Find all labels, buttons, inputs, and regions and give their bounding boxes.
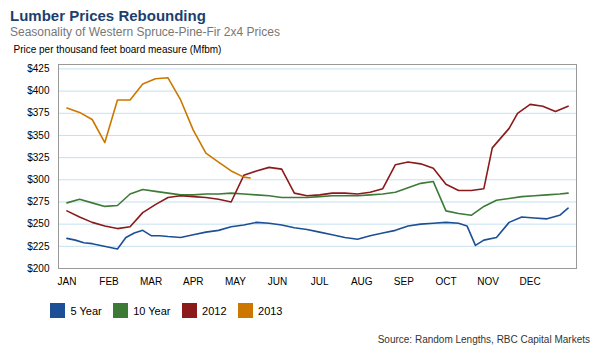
svg-text:NOV: NOV	[477, 276, 499, 287]
svg-text:$300: $300	[27, 174, 50, 185]
svg-text:OCT: OCT	[435, 276, 456, 287]
svg-text:$400: $400	[27, 85, 50, 96]
svg-text:DEC: DEC	[520, 276, 541, 287]
html-text:Source: Random Lengths, RBC Ca: Source: Random Lengths, RBC Capital Mark…	[377, 333, 590, 345]
svg-text:$425: $425	[27, 63, 50, 74]
svg-text:$225: $225	[27, 241, 50, 252]
svg-text:SEP: SEP	[394, 276, 414, 287]
svg-text:$250: $250	[27, 218, 50, 229]
html-text:5 Year: 5 Year	[70, 304, 102, 317]
html-text:10 Year: 10 Year	[133, 304, 171, 317]
svg-text:$375: $375	[27, 107, 50, 118]
svg-text:FEB: FEB	[99, 276, 119, 287]
svg-text:$325: $325	[27, 152, 50, 163]
svg-text:MAR: MAR	[140, 276, 162, 287]
html-text:Lumber Prices Rebounding: Lumber Prices Rebounding	[10, 7, 206, 24]
svg-text:AUG: AUG	[351, 276, 373, 287]
svg-text:JUN: JUN	[268, 276, 287, 287]
svg-text:$350: $350	[27, 130, 50, 141]
svg-text:Price per thousand feet board: Price per thousand feet board measure (M…	[14, 44, 222, 55]
html-text:Seasonality of Western Spruce-: Seasonality of Western Spruce-Pine-Fir 2…	[10, 25, 280, 39]
svg-text:JUL: JUL	[311, 276, 329, 287]
svg-text:$275: $275	[27, 196, 50, 207]
svg-text:JAN: JAN	[57, 276, 76, 287]
svg-text:MAY: MAY	[225, 276, 246, 287]
html-text:2013: 2013	[258, 304, 283, 317]
html-text:2012: 2012	[202, 304, 227, 317]
svg-text:$200: $200	[27, 263, 50, 274]
svg-text:APR: APR	[183, 276, 204, 287]
